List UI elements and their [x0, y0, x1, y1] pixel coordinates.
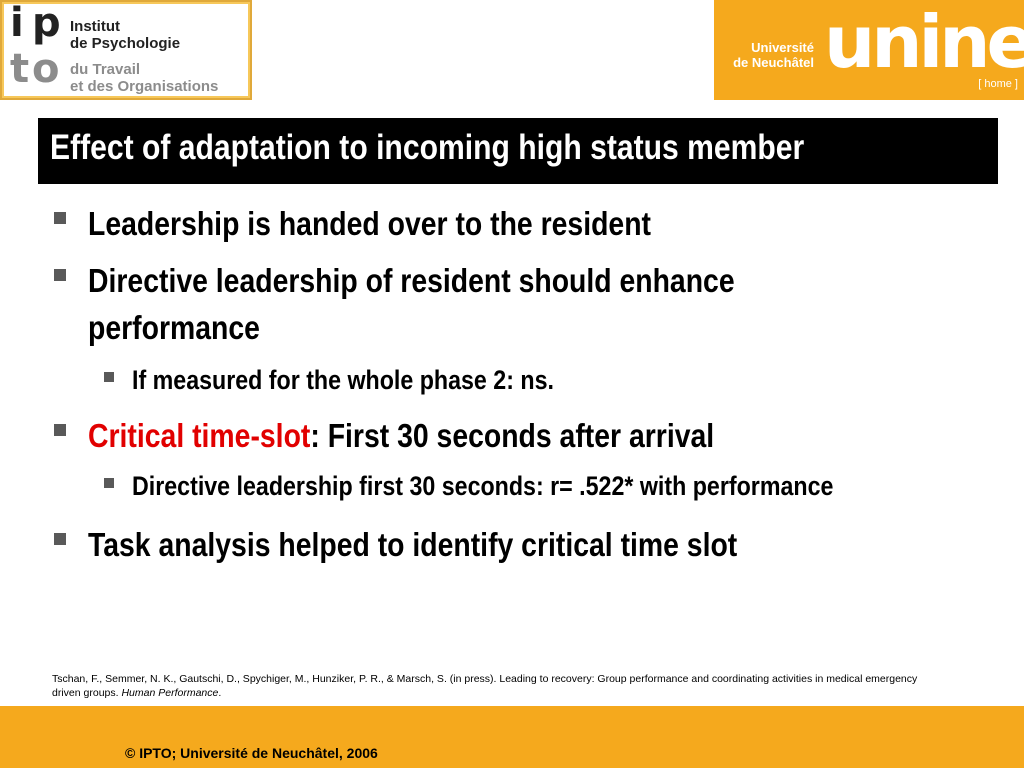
sub-bullet-square-icon	[104, 372, 114, 382]
bullet-2-line1: Directive leadership of resident should …	[88, 262, 735, 299]
bullet-3-text: : First 30 seconds after arrival	[310, 417, 715, 454]
ipto-logo-line4: et des Organisations	[70, 78, 219, 95]
home-link[interactable]: [ home ]	[978, 78, 1018, 90]
ipto-letter-o: o	[32, 46, 60, 92]
bullet-square-icon	[54, 533, 66, 545]
bullet-2-line2: performance	[88, 309, 260, 346]
unine-logo[interactable]: Université de Neuchâtel unine [ home ]	[714, 0, 1024, 100]
ipto-letter-p: p	[32, 0, 61, 46]
ipto-logo-line3: du Travail	[70, 61, 141, 78]
sub-bullet-square-icon	[104, 478, 114, 488]
citation-line1: Tschan, F., Semmer, N. K., Gautschi, D.,…	[52, 673, 918, 685]
ipto-logo-line1: Institut	[70, 18, 120, 35]
bullet-3: Critical time-slot: First 30 seconds aft…	[88, 417, 714, 455]
citation: Tschan, F., Semmer, N. K., Gautschi, D.,…	[52, 672, 952, 700]
unine-logo-line1: Université	[751, 40, 814, 55]
bullet-4: Task analysis helped to identify critica…	[88, 526, 738, 563]
footer-copyright: © IPTO; Université de Neuchâtel, 2006	[125, 745, 378, 761]
citation-authors-end: driven groups.	[52, 687, 122, 699]
ipto-logo-subtitle: du Travail et des Organisations	[70, 61, 218, 95]
slide-title-bar: Effect of adaptation to incoming high st…	[38, 118, 998, 184]
ipto-logo-panel: i p t o Institut de Psychologie du Trava…	[4, 0, 248, 96]
sub-bullet-1: If measured for the whole phase 2: ns.	[132, 365, 554, 395]
bullet-square-icon	[54, 269, 66, 281]
citation-line2: driven groups. Human Performance.	[52, 686, 952, 700]
unine-logo-university: Université de Neuchâtel	[718, 40, 814, 70]
ipto-letter-i: i	[10, 0, 24, 46]
ipto-letter-t: t	[10, 46, 30, 92]
footer-bar: © IPTO; Université de Neuchâtel, 2006	[0, 706, 1024, 768]
bullet-1: Leadership is handed over to the residen…	[88, 205, 652, 242]
slide-title: Effect of adaptation to incoming high st…	[50, 128, 805, 167]
ipto-logo-name: Institut de Psychologie	[70, 18, 180, 52]
critical-time-slot-highlight: Critical time-slot	[88, 417, 311, 454]
citation-period: .	[218, 687, 222, 699]
ipto-logo-line2: de Psychologie	[70, 35, 181, 52]
citation-journal: Human Performance	[121, 687, 219, 699]
sub-bullet-2: Directive leadership first 30 seconds: r…	[132, 471, 834, 501]
unine-logo-line2: de Neuchâtel	[733, 55, 814, 70]
unine-logo-wordmark: unine	[824, 0, 1024, 84]
ipto-logo-mark: i p t o	[10, 0, 66, 96]
bullet-square-icon	[54, 212, 66, 224]
bullet-square-icon	[54, 424, 66, 436]
ipto-logo[interactable]: i p t o Institut de Psychologie du Trava…	[0, 0, 252, 100]
